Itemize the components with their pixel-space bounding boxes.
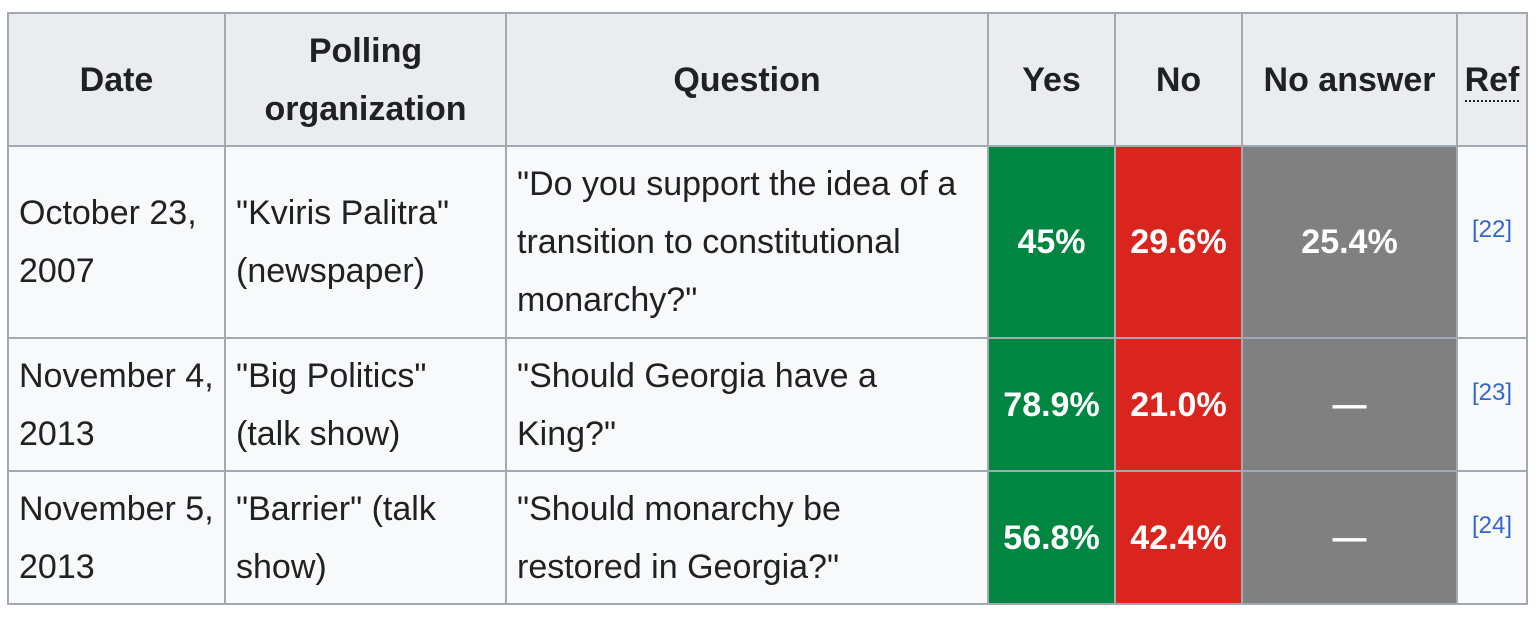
header-no-answer[interactable]: No answer	[1241, 12, 1458, 147]
header-polling-line-1: Polling	[308, 31, 423, 70]
table-row: October 23, 2007 "Kviris Palitra" (newspap…	[7, 145, 1528, 339]
organization-line: (talk show)	[236, 414, 401, 453]
no-answer-cell: —	[1241, 337, 1458, 472]
date-cell: November 4, 2013	[7, 337, 226, 472]
question-line: transition to constitutional	[517, 223, 901, 261]
question-cell: "Do you support the idea of a transition …	[505, 145, 989, 339]
organization-line: "Big Politics"	[236, 356, 427, 395]
no-answer-cell: —	[1241, 470, 1458, 605]
header-no[interactable]: No	[1114, 12, 1243, 147]
header-polling-line-2: organization	[264, 89, 467, 128]
organization-cell: "Kviris Palitra" (newspaper)	[224, 145, 507, 339]
header-row: Date Polling organization Question Yes No…	[7, 12, 1528, 147]
question-line: restored in Georgia?"	[517, 547, 840, 586]
organization-line: "Kviris Palitra"	[236, 194, 450, 232]
organization-line: show)	[236, 547, 327, 586]
date-line: November 4,	[19, 356, 214, 395]
no-cell: 29.6%	[1114, 145, 1243, 339]
organization-line: (newspaper)	[236, 252, 425, 290]
question-line: King?"	[517, 414, 617, 453]
organization-line: "Barrier" (talk	[236, 489, 436, 528]
yes-cell: 45%	[987, 145, 1116, 339]
date-line: 2013	[19, 547, 95, 586]
polling-table: Date Polling organization Question Yes No…	[7, 12, 1528, 605]
date-cell: October 23, 2007	[7, 145, 226, 339]
yes-cell: 56.8%	[987, 470, 1116, 605]
question-cell: "Should Georgia have a King?"	[505, 337, 989, 472]
header-question[interactable]: Question	[505, 12, 989, 147]
organization-cell: "Big Politics" (talk show)	[224, 337, 507, 472]
header-polling-organization[interactable]: Polling organization	[224, 12, 507, 147]
ref-header-abbr: Ref	[1464, 60, 1520, 102]
date-line: 2007	[19, 252, 95, 290]
question-cell: "Should monarchy be restored in Georgia?"	[505, 470, 989, 605]
question-line: "Should Georgia have a	[517, 356, 877, 395]
question-line: monarchy?"	[517, 281, 698, 319]
question-line: "Should monarchy be	[517, 489, 841, 528]
date-line: October 23,	[19, 194, 197, 232]
no-cell: 21.0%	[1114, 337, 1243, 472]
ref-cell: [24]	[1456, 470, 1528, 605]
header-date[interactable]: Date	[7, 12, 226, 147]
no-cell: 42.4%	[1114, 470, 1243, 605]
date-line: 2013	[19, 414, 95, 453]
ref-cell: [23]	[1456, 337, 1528, 472]
date-cell: November 5, 2013	[7, 470, 226, 605]
ref-link[interactable]: [23]	[1471, 378, 1513, 406]
yes-cell: 78.9%	[987, 337, 1116, 472]
header-ref[interactable]: Ref	[1456, 12, 1528, 147]
table-row: November 5, 2013 "Barrier" (talk show) "Sh…	[7, 470, 1528, 605]
header-yes[interactable]: Yes	[987, 12, 1116, 147]
table-row: November 4, 2013 "Big Politics" (talk show…	[7, 337, 1528, 472]
ref-cell: [22]	[1456, 145, 1528, 339]
ref-link[interactable]: [22]	[1471, 216, 1513, 243]
ref-link[interactable]: [24]	[1471, 511, 1513, 539]
question-line: "Do you support the idea of a	[517, 165, 957, 203]
date-line: November 5,	[19, 489, 214, 528]
no-answer-cell: 25.4%	[1241, 145, 1458, 339]
organization-cell: "Barrier" (talk show)	[224, 470, 507, 605]
